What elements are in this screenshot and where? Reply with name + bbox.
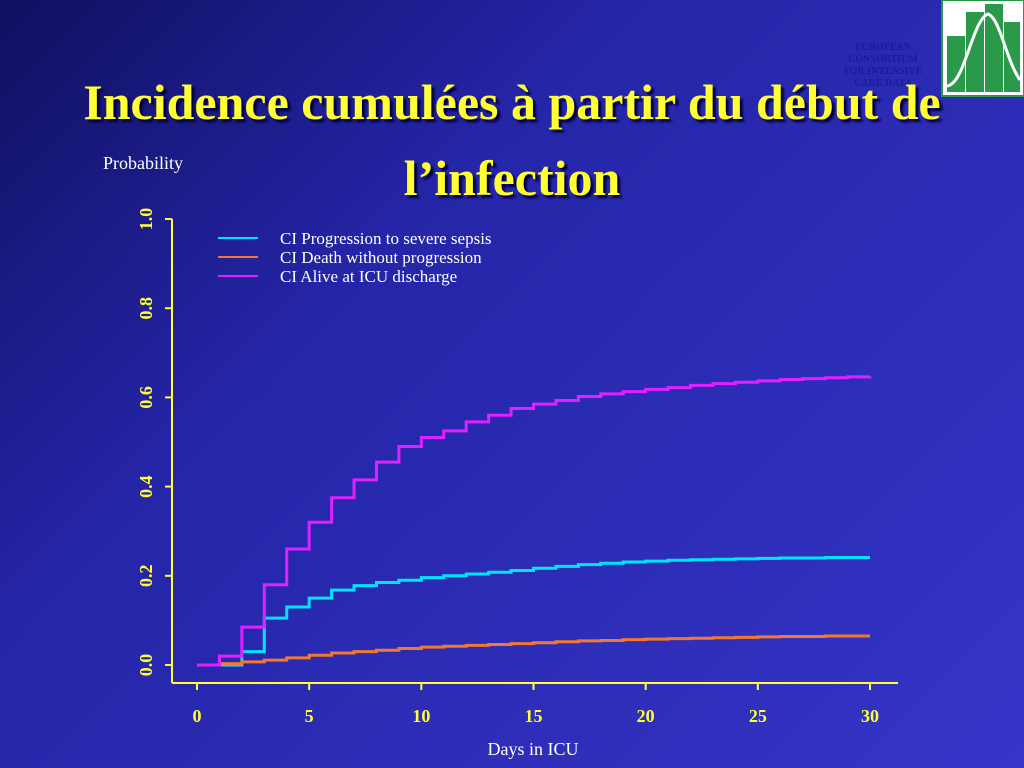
y-tick-label: 0.4 <box>136 475 156 498</box>
legend-label: CI Progression to severe sepsis <box>280 229 492 248</box>
x-tick-label: 20 <box>637 706 655 726</box>
x-tick-label: 0 <box>193 706 202 726</box>
x-tick-label: 10 <box>412 706 430 726</box>
step-line <box>197 634 870 667</box>
y-tick-label: 0.2 <box>136 565 156 588</box>
logo-text: CONSORTIUM <box>848 54 918 65</box>
y-tick-label: 1.0 <box>136 208 156 231</box>
slide-title: Incidence cumulées à partir du début de … <box>83 74 941 206</box>
logo-text: FOR INTENSIVE <box>844 66 923 77</box>
legend-label: CI Alive at ICU discharge <box>280 267 457 286</box>
y-axis-label: Probability <box>103 153 183 173</box>
y-tick-label: 0.8 <box>136 297 156 320</box>
legend-label: CI Death without progression <box>280 248 482 267</box>
x-tick-label: 25 <box>749 706 767 726</box>
logo-curve <box>946 12 1022 88</box>
x-tick-label: 30 <box>861 706 879 726</box>
logo-text: EUROPEAN <box>855 42 912 53</box>
x-tick-label: 15 <box>525 706 543 726</box>
logo-text: CARE DATA <box>854 78 912 89</box>
logo <box>941 0 1024 97</box>
logo-bar <box>966 12 984 92</box>
logo-bar <box>947 36 965 92</box>
y-tick-label: 0.0 <box>136 654 156 677</box>
step-line <box>197 375 872 667</box>
step-line <box>197 556 870 667</box>
x-tick-label: 5 <box>305 706 314 726</box>
logo-bar <box>1004 22 1020 92</box>
x-axis-label: Days in ICU <box>488 739 579 759</box>
y-tick-label: 0.6 <box>136 386 156 409</box>
